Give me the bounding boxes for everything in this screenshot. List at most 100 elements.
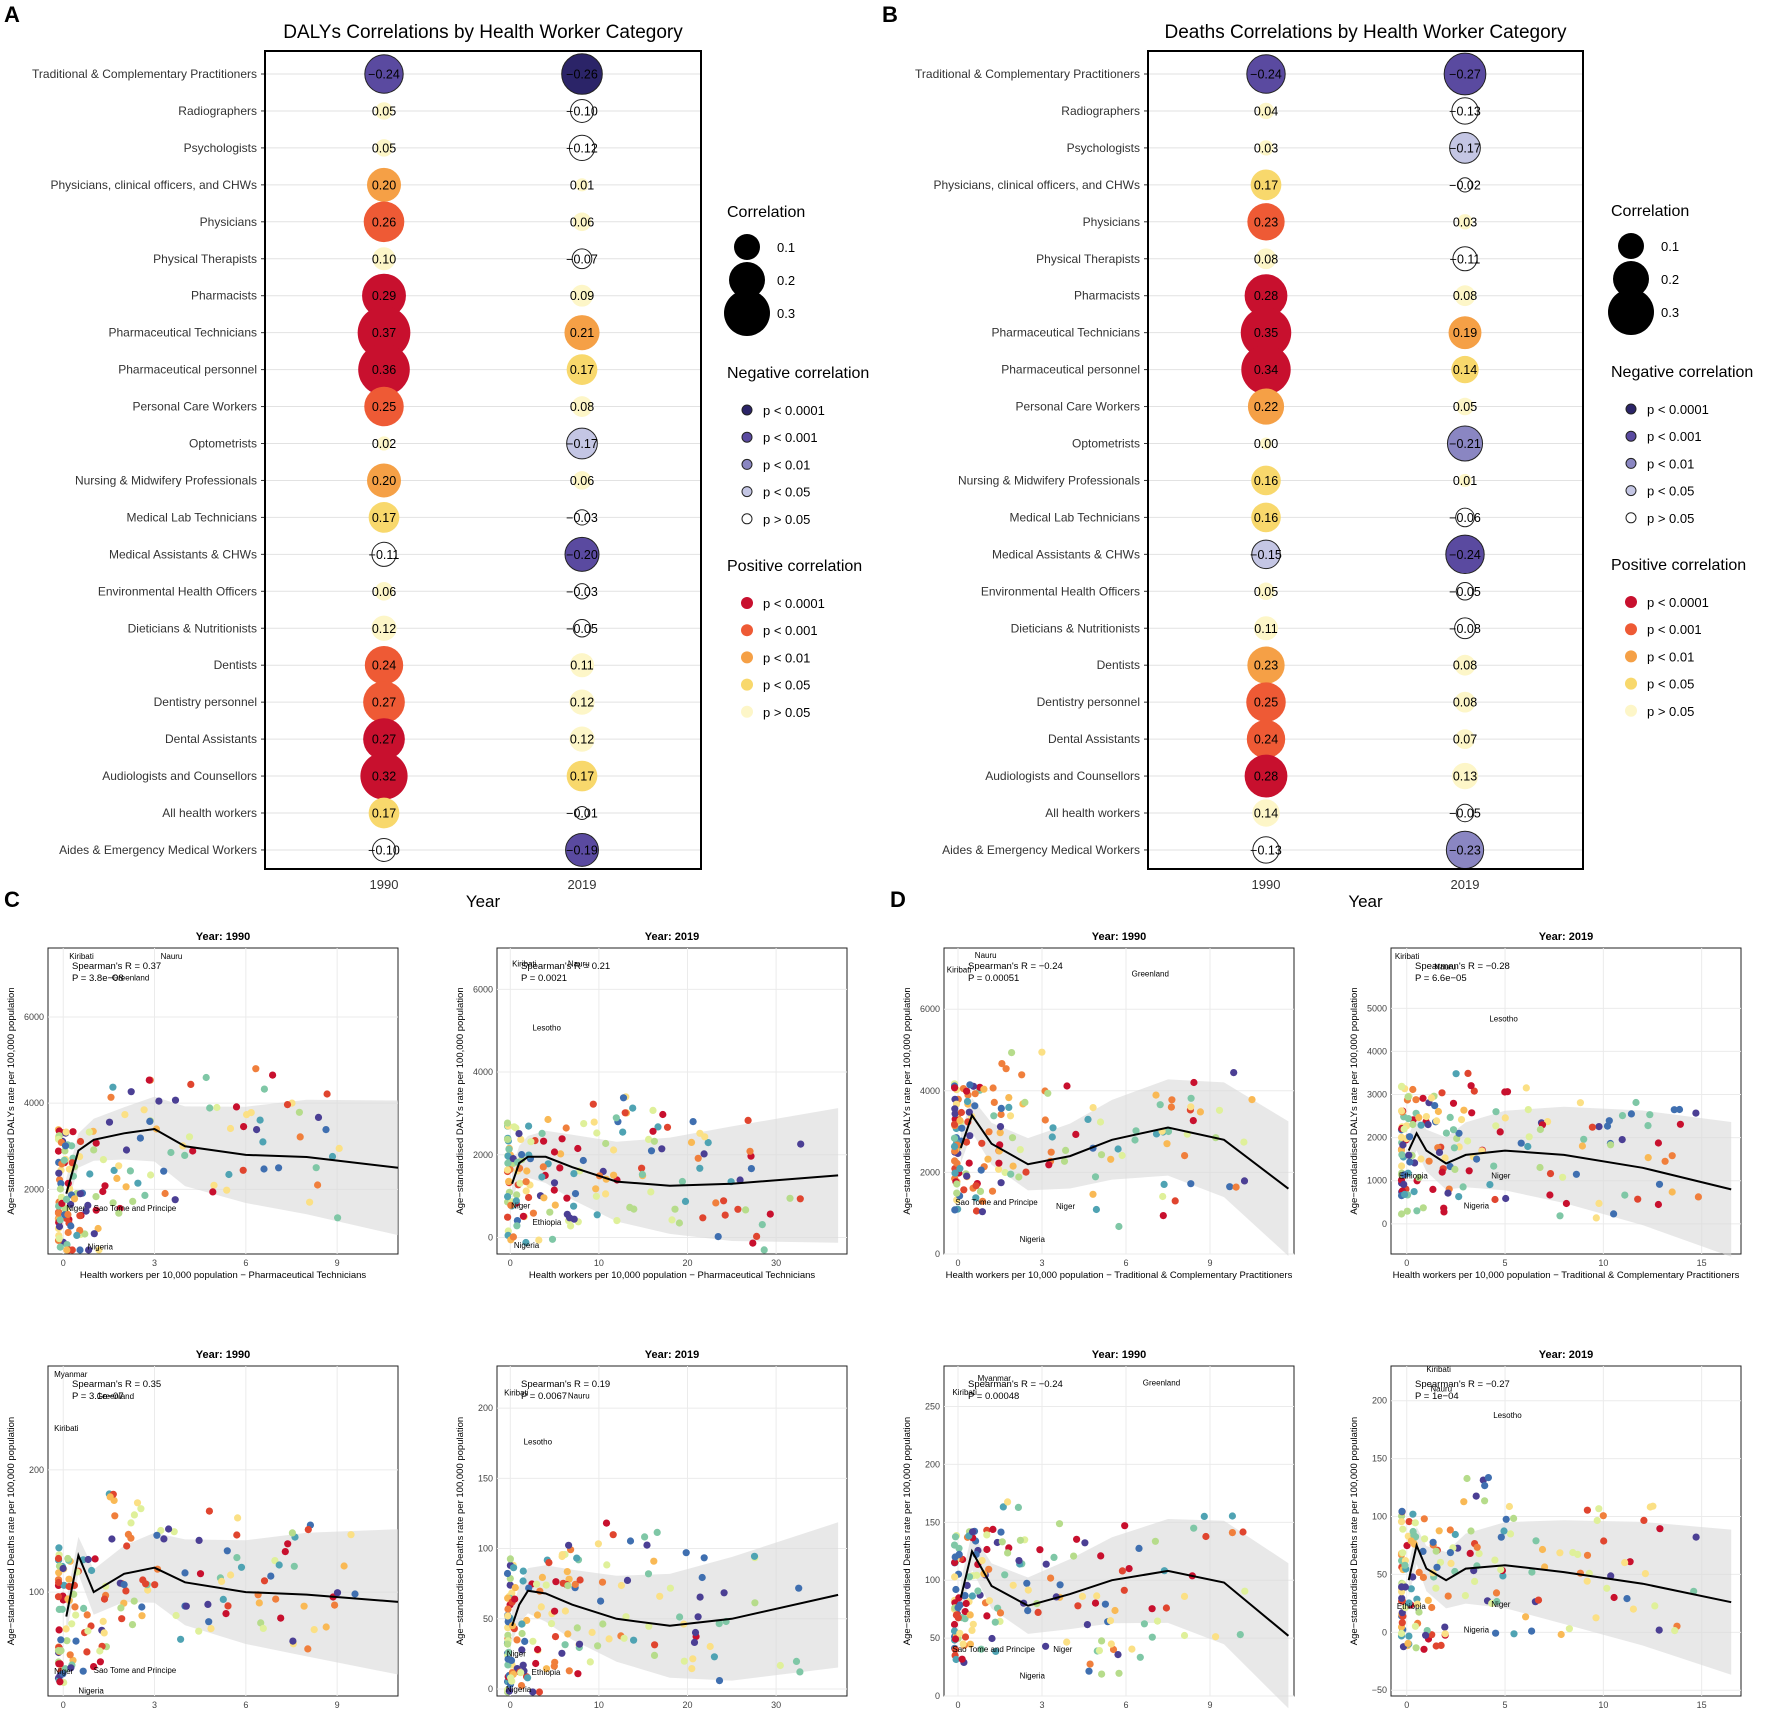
data-point — [681, 1197, 690, 1205]
data-point — [701, 1133, 709, 1141]
data-point — [67, 1200, 75, 1208]
data-point — [1015, 1173, 1023, 1181]
legend-size-label: 0.3 — [777, 306, 795, 321]
category-label: Psychologists — [1067, 141, 1140, 155]
data-point — [56, 1216, 64, 1224]
data-point — [1429, 1185, 1437, 1193]
data-point — [971, 1102, 979, 1110]
data-point — [579, 1156, 587, 1165]
data-point — [966, 1611, 974, 1619]
correlation-bubble — [1252, 799, 1280, 827]
x-tick-label: 3 — [152, 1700, 157, 1709]
data-point — [1196, 1108, 1204, 1116]
correlation-value: 0.17 — [372, 511, 396, 525]
category-label: Optometrists — [1072, 437, 1140, 451]
correlation-bubble — [1244, 274, 1288, 318]
country-label: Nauru — [1430, 1384, 1452, 1393]
scatter-panel: 0 3 6 9 2000 4000 6000 Kiribati Nauru Greenland Sa… — [6, 931, 399, 1281]
data-point — [563, 1568, 571, 1576]
data-point — [1097, 1552, 1105, 1560]
data-point — [1600, 1537, 1608, 1545]
legend-pos-swatch — [741, 705, 753, 718]
data-point — [80, 1604, 88, 1612]
y-tick-label: 0 — [935, 1249, 940, 1259]
country-label: Nauru — [975, 951, 997, 960]
data-point — [522, 1187, 530, 1195]
data-point — [76, 1246, 84, 1254]
data-point — [523, 1616, 531, 1624]
correlation-value: 0.35 — [1254, 326, 1278, 340]
correlation-value: −0.05 — [1449, 807, 1481, 821]
data-point — [1230, 1069, 1238, 1077]
x-axis-title: Health workers per 10,000 population − P… — [80, 1270, 367, 1281]
data-point — [57, 1180, 65, 1188]
stat-spearman: Spearman's R = 0.35 — [72, 1379, 161, 1390]
data-point — [505, 1648, 513, 1656]
data-point — [1634, 1195, 1642, 1203]
correlation-value: 0.34 — [1254, 363, 1278, 377]
data-point — [519, 1567, 527, 1575]
data-point — [1592, 1214, 1600, 1222]
category-label: Medical Assistants & CHWs — [109, 547, 257, 561]
legend-p-label: p < 0.0001 — [763, 596, 825, 611]
data-point — [1422, 1631, 1430, 1639]
country-label: Kiribati — [512, 960, 537, 969]
data-point — [1449, 1099, 1458, 1107]
smooth-line — [1407, 1131, 1732, 1191]
y-tick-label: 5000 — [1367, 1003, 1387, 1013]
stat-p-value: P = 3.8e−08 — [72, 973, 124, 984]
legend-p-label: p < 0.05 — [1647, 484, 1694, 499]
scatter-panel: 0 5 10 15 −50 0 50 100 150 200 Kiribati Nauru Lesoth… — [1349, 1349, 1742, 1714]
data-point — [56, 1243, 64, 1251]
correlation-bubble — [367, 167, 401, 202]
data-point — [69, 1128, 77, 1136]
data-point — [1168, 1096, 1176, 1104]
correlation-bubble — [1448, 316, 1482, 350]
data-point — [1490, 1162, 1498, 1170]
data-point — [1136, 1653, 1144, 1661]
data-point — [518, 1620, 526, 1628]
correlation-bubble — [363, 201, 405, 243]
y-tick-label: 200 — [478, 1403, 493, 1413]
correlation-bubble — [1455, 729, 1475, 749]
data-point — [1047, 1574, 1055, 1582]
data-point — [83, 1611, 91, 1619]
correlation-value: −0.03 — [566, 511, 598, 525]
data-point — [1081, 1539, 1089, 1547]
country-label: Nauru — [161, 952, 183, 961]
data-point — [985, 1128, 993, 1136]
data-point — [1452, 1070, 1460, 1078]
data-point — [1004, 1549, 1012, 1557]
category-label: All health workers — [162, 806, 257, 820]
data-point — [550, 1179, 559, 1187]
country-label: Ethiopia — [1399, 1172, 1428, 1181]
legend-neg-swatch — [1625, 485, 1637, 497]
correlation-value: 0.05 — [1453, 400, 1477, 414]
correlation-bubble — [1241, 344, 1291, 395]
data-point — [566, 1214, 574, 1222]
correlation-value: 0.23 — [1254, 659, 1278, 673]
data-point — [621, 1109, 629, 1117]
data-point — [996, 1129, 1004, 1137]
data-point — [963, 1172, 971, 1180]
x-tick-label: 10 — [1598, 1700, 1608, 1709]
data-point — [204, 1600, 212, 1608]
data-point — [167, 1148, 175, 1157]
data-point — [288, 1529, 296, 1537]
country-label: Ethiopia — [532, 1668, 561, 1677]
data-point — [540, 1194, 548, 1202]
data-point — [1115, 1222, 1123, 1231]
country-label: Ethiopia — [1397, 1602, 1426, 1611]
data-point — [1449, 1126, 1458, 1134]
data-point — [86, 1170, 94, 1178]
legend-pos-swatch — [1625, 650, 1637, 663]
data-point — [1397, 1518, 1406, 1526]
data-point — [189, 1147, 197, 1155]
y-axis-title: Age−standardised Deaths rate per 100,000… — [6, 1417, 17, 1645]
correlation-value: 0.22 — [1254, 400, 1278, 414]
correlation-value: 0.28 — [1254, 289, 1278, 303]
country-label: Niger — [1491, 1172, 1510, 1181]
data-point — [181, 1151, 189, 1159]
data-point — [715, 1620, 723, 1628]
